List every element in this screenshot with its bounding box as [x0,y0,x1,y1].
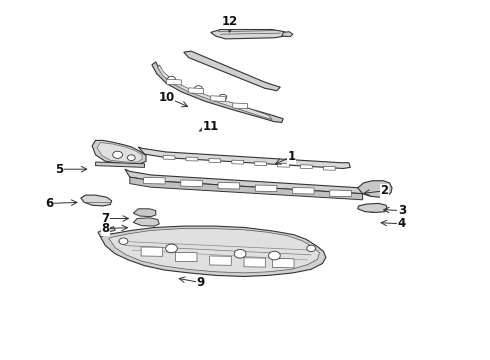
Polygon shape [330,190,351,197]
Polygon shape [189,88,203,94]
Text: 9: 9 [197,276,205,289]
Polygon shape [209,159,221,163]
Polygon shape [244,258,266,267]
Text: 5: 5 [55,163,63,176]
Circle shape [370,184,383,194]
Polygon shape [232,160,244,164]
Polygon shape [255,185,277,192]
Polygon shape [282,32,293,37]
Polygon shape [211,30,289,39]
Circle shape [234,249,246,258]
Circle shape [119,238,128,244]
Text: 12: 12 [222,15,239,28]
Polygon shape [278,163,290,167]
Text: 8: 8 [101,222,109,235]
Circle shape [113,151,122,158]
Polygon shape [125,169,371,194]
Polygon shape [272,258,294,268]
Polygon shape [181,180,202,186]
Text: 7: 7 [101,212,109,225]
Text: 10: 10 [158,91,175,104]
Polygon shape [300,165,312,169]
Polygon shape [100,226,326,276]
Polygon shape [133,209,156,217]
Polygon shape [144,177,165,184]
Polygon shape [358,181,392,197]
Text: 1: 1 [288,150,295,163]
Polygon shape [186,157,198,161]
Polygon shape [184,51,280,91]
Polygon shape [218,183,240,189]
Polygon shape [92,140,146,164]
Polygon shape [96,162,145,167]
Polygon shape [175,252,197,262]
Circle shape [142,220,150,225]
Circle shape [368,205,377,212]
Circle shape [307,245,316,252]
Polygon shape [152,62,283,122]
Circle shape [219,94,227,100]
Polygon shape [163,156,175,159]
Polygon shape [167,79,181,85]
Text: 6: 6 [45,197,53,210]
Polygon shape [138,147,350,168]
Polygon shape [255,162,267,166]
Polygon shape [130,177,363,200]
Polygon shape [293,188,314,194]
Circle shape [127,155,135,161]
Polygon shape [233,103,247,109]
Circle shape [168,76,175,82]
Polygon shape [81,195,112,206]
Polygon shape [109,229,319,273]
Polygon shape [97,143,142,162]
Polygon shape [323,166,335,170]
Circle shape [166,244,177,253]
Polygon shape [211,96,225,102]
Circle shape [269,251,280,260]
Polygon shape [141,247,163,256]
Text: 2: 2 [381,184,389,197]
Text: 11: 11 [202,120,219,132]
Polygon shape [133,218,159,226]
Circle shape [195,86,202,91]
Text: 4: 4 [398,217,406,230]
Polygon shape [158,65,272,120]
Polygon shape [210,256,231,265]
Polygon shape [98,227,115,237]
Polygon shape [358,203,387,212]
Circle shape [141,211,148,216]
Text: 3: 3 [398,204,406,217]
Circle shape [381,189,389,194]
